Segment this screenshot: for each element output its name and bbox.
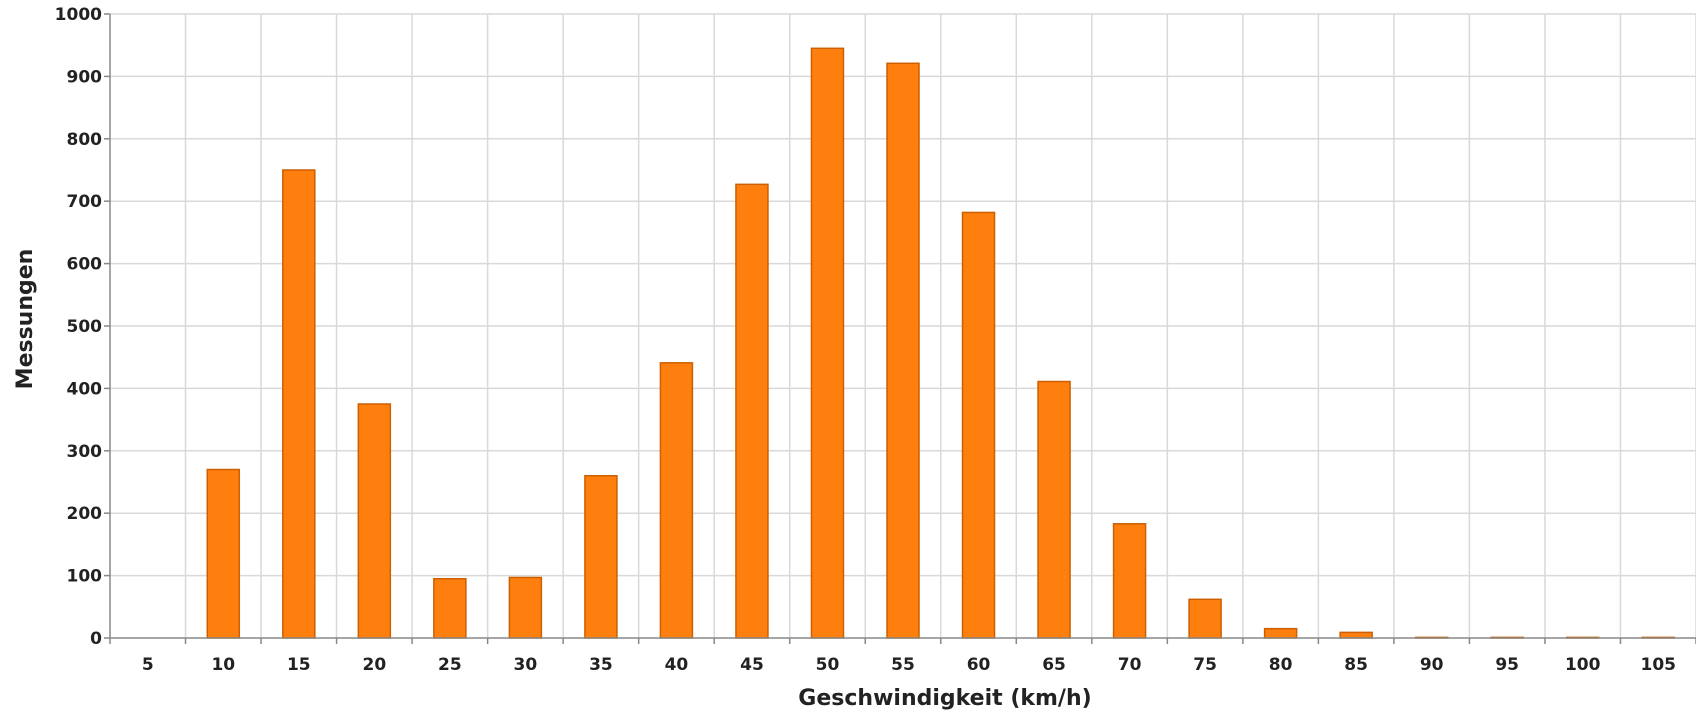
bar-50	[810, 47, 845, 639]
x-tick-label: 90	[1420, 655, 1444, 675]
bar-45	[735, 183, 769, 639]
y-tick-label: 1000	[55, 5, 102, 25]
x-tick-labels: 5 10 15 20 25 30 35 40 45 50 55 60 65 70 75 80 85 90 95 100…	[142, 655, 1676, 675]
axes	[104, 13, 1696, 644]
y-tick-label: 900	[67, 67, 103, 87]
bar-30	[508, 576, 543, 639]
bar-75	[1188, 598, 1222, 639]
y-tick-label: 300	[67, 442, 103, 462]
y-tick-label: 600	[67, 255, 103, 275]
x-tick-label: 95	[1495, 655, 1519, 675]
y-axis-title: Messungen	[13, 249, 38, 390]
y-tick-label: 700	[67, 192, 103, 212]
x-tick-label: 40	[665, 655, 689, 675]
y-tick-label: 200	[67, 504, 103, 524]
bars	[206, 47, 1675, 639]
y-tick-label: 500	[67, 317, 103, 337]
bar-10	[206, 468, 241, 639]
x-tick-label: 5	[142, 655, 154, 675]
x-tick-label: 35	[589, 655, 613, 675]
x-tick-label: 60	[967, 655, 991, 675]
y-tick-label: 400	[67, 379, 103, 399]
x-tick-label: 65	[1042, 655, 1066, 675]
x-tick-label: 20	[362, 655, 386, 675]
x-tick-label: 15	[287, 655, 311, 675]
x-tick-label: 100	[1565, 655, 1601, 675]
x-tick-label: 10	[211, 655, 235, 675]
x-tick-label: 85	[1344, 655, 1368, 675]
grid	[110, 13, 1696, 638]
y-tick-label: 800	[67, 130, 103, 150]
y-tick-label: 100	[67, 567, 103, 587]
bar-20	[357, 403, 392, 639]
bar-35	[584, 475, 618, 639]
x-tick-label: 30	[514, 655, 538, 675]
bar-85	[1339, 631, 1373, 639]
bar-15	[282, 169, 316, 639]
y-tick-label: 0	[90, 629, 102, 649]
bar-65	[1037, 380, 1071, 639]
bar-80	[1263, 627, 1298, 639]
x-tick-label: 105	[1640, 655, 1676, 675]
bar-40	[659, 362, 694, 639]
x-tick-label: 70	[1118, 655, 1142, 675]
y-tick-labels: 0 100 200 300 400 500 600 700 800 900 1000	[55, 5, 102, 649]
x-tick-label: 50	[816, 655, 840, 675]
x-tick-label: 25	[438, 655, 462, 675]
bar-60	[961, 211, 996, 639]
x-tick-label: 75	[1193, 655, 1217, 675]
bar-70	[1112, 523, 1147, 639]
x-axis-title: Geschwindigkeit (km/h)	[798, 686, 1091, 711]
x-tick-label: 45	[740, 655, 764, 675]
bar-55	[886, 62, 920, 639]
bar-25	[433, 577, 467, 639]
x-tick-label: 55	[891, 655, 915, 675]
x-tick-label: 80	[1269, 655, 1293, 675]
